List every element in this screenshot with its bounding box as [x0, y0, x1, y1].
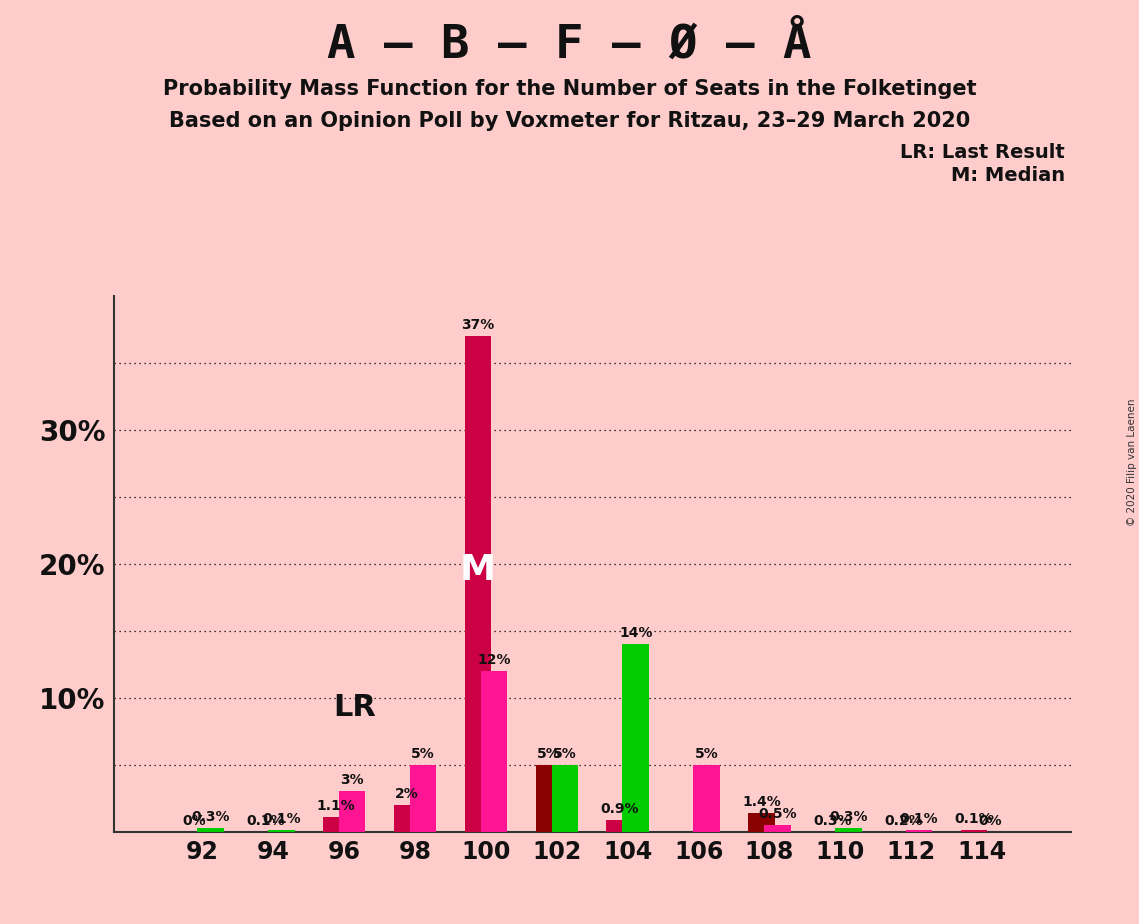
Bar — [323, 817, 350, 832]
Text: 0.5%: 0.5% — [759, 807, 797, 821]
Text: 2%: 2% — [395, 786, 419, 801]
Text: © 2020 Filip van Laenen: © 2020 Filip van Laenen — [1126, 398, 1137, 526]
Text: LR: Last Result: LR: Last Result — [900, 143, 1065, 163]
Text: 5%: 5% — [695, 747, 719, 760]
Bar — [551, 765, 579, 832]
Text: 14%: 14% — [618, 626, 653, 640]
Text: M: Median: M: Median — [951, 166, 1065, 186]
Text: 0%: 0% — [978, 813, 1002, 828]
Text: 3%: 3% — [341, 773, 364, 787]
Bar — [481, 671, 507, 832]
Text: 1.4%: 1.4% — [743, 795, 781, 808]
Bar — [961, 831, 988, 832]
Text: M: M — [460, 553, 495, 588]
Text: 0%: 0% — [182, 813, 206, 828]
Bar — [339, 791, 366, 832]
Bar — [197, 828, 223, 832]
Text: Probability Mass Function for the Number of Seats in the Folketinget: Probability Mass Function for the Number… — [163, 79, 976, 99]
Text: 0.1%: 0.1% — [954, 812, 993, 826]
Bar — [835, 828, 861, 832]
Text: 0.1%: 0.1% — [262, 812, 301, 826]
Text: 0.1%: 0.1% — [900, 812, 939, 826]
Bar — [410, 765, 436, 832]
Text: A – B – F – Ø – Å: A – B – F – Ø – Å — [327, 23, 812, 68]
Text: LR: LR — [334, 693, 376, 722]
Bar — [748, 813, 775, 832]
Text: 5%: 5% — [552, 747, 576, 760]
Bar — [694, 765, 720, 832]
Bar — [535, 765, 563, 832]
Bar — [764, 825, 790, 832]
Text: 0.2%: 0.2% — [884, 813, 923, 828]
Text: 5%: 5% — [536, 747, 560, 760]
Bar — [906, 831, 933, 832]
Text: 12%: 12% — [477, 652, 510, 667]
Bar — [606, 820, 633, 832]
Text: 0.3%: 0.3% — [829, 809, 868, 823]
Text: 0.3%: 0.3% — [191, 809, 230, 823]
Text: 0.3%: 0.3% — [813, 813, 852, 828]
Bar — [622, 644, 649, 832]
Bar — [268, 831, 295, 832]
Text: Based on an Opinion Poll by Voxmeter for Ritzau, 23–29 March 2020: Based on an Opinion Poll by Voxmeter for… — [169, 111, 970, 131]
Bar — [394, 805, 420, 832]
Text: 0.1%: 0.1% — [246, 813, 285, 828]
Text: 0.9%: 0.9% — [600, 801, 639, 816]
Text: 5%: 5% — [411, 747, 435, 760]
Bar — [465, 336, 491, 832]
Text: 37%: 37% — [461, 318, 494, 332]
Text: 1.1%: 1.1% — [317, 799, 355, 813]
